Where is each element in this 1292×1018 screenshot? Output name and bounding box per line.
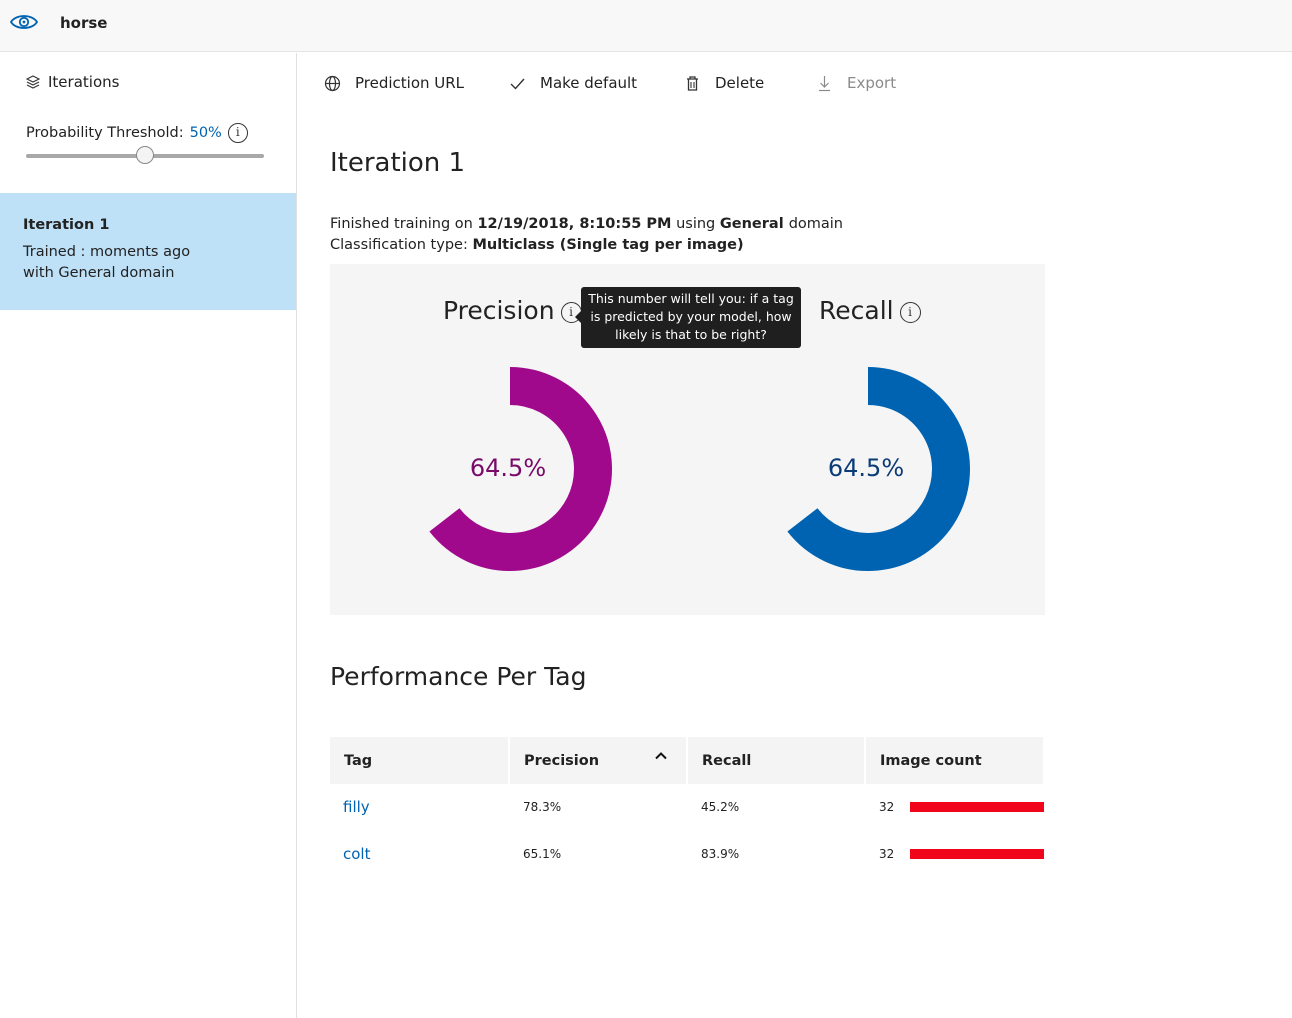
make-default-label: Make default	[540, 74, 638, 92]
globe-icon	[324, 75, 341, 91]
page-title: Iteration 1	[330, 148, 466, 178]
classification-type: Multiclass (Single tag per image)	[472, 237, 744, 253]
column-recall[interactable]: Recall	[688, 737, 864, 784]
layers-icon	[26, 75, 40, 89]
eye-icon[interactable]	[10, 11, 38, 33]
iteration-trained: Trained : moments ago	[23, 244, 191, 260]
table-row: colt 65.1% 83.9% 32	[330, 831, 1045, 878]
image-count-bar	[910, 849, 1044, 859]
donut-arc	[787, 367, 970, 571]
recall-info-icon[interactable]: i	[899, 302, 921, 323]
precision-label: Precision	[443, 296, 555, 325]
column-tag[interactable]: Tag	[330, 737, 508, 784]
training-date: 12/19/2018, 8:10:55 PM	[477, 216, 672, 232]
using-text: using	[676, 216, 716, 232]
make-default-button[interactable]: Make default	[509, 74, 637, 92]
iteration-item[interactable]: Iteration 1 Trained : moments ago with G…	[0, 193, 296, 310]
threshold-label: Probability Threshold:	[26, 125, 184, 141]
iteration-domain: with General domain	[23, 265, 175, 281]
row-recall: 83.9%	[701, 847, 740, 861]
metrics-panel: Precision i Recall i 64.5% 64.5%	[330, 264, 1045, 615]
classification-line: Classification type: Multiclass (Single …	[330, 235, 843, 256]
training-meta: Finished training on 12/19/2018, 8:10:55…	[330, 214, 843, 256]
top-bar: horse	[0, 0, 1292, 52]
classification-prefix: Classification type:	[330, 237, 468, 253]
prediction-url-button[interactable]: Prediction URL	[324, 74, 464, 92]
recall-value: 64.5%	[827, 454, 905, 482]
iterations-header[interactable]: Iterations	[26, 73, 119, 91]
recall-title: Recall i	[819, 296, 921, 325]
recall-label: Recall	[819, 296, 894, 325]
threshold-value: 50%	[189, 125, 222, 141]
recall-donut-chart	[787, 367, 970, 571]
row-precision: 65.1%	[523, 847, 562, 861]
image-count-bar	[910, 802, 1044, 812]
row-recall: 45.2%	[701, 800, 740, 814]
info-icon[interactable]: i	[227, 123, 248, 143]
domain-suffix: domain	[788, 216, 843, 232]
row-image-count: 32	[879, 847, 895, 861]
row-precision: 78.3%	[523, 800, 562, 814]
donut-arc	[429, 367, 612, 571]
tag-link[interactable]: colt	[343, 845, 371, 863]
training-domain: General	[719, 216, 784, 232]
prediction-url-label: Prediction URL	[355, 74, 465, 92]
row-image-count: 32	[879, 800, 895, 814]
sort-ascending-icon[interactable]	[654, 749, 668, 763]
delete-label: Delete	[715, 74, 765, 92]
finished-prefix: Finished training on	[330, 216, 473, 232]
column-precision[interactable]: Precision	[510, 737, 686, 784]
precision-value: 64.5%	[469, 454, 547, 482]
sidebar: Iterations Probability Threshold: 50% i …	[0, 53, 297, 1018]
precision-tooltip: This number will tell you: if a tag is p…	[575, 287, 801, 348]
precision-donut-chart	[429, 367, 612, 571]
iteration-name: Iteration 1	[23, 217, 110, 233]
performance-table: Tag Precision Recall Image count filly 7…	[330, 737, 1045, 878]
column-image-count[interactable]: Image count	[866, 737, 1043, 784]
trash-icon	[687, 75, 698, 91]
performance-title: Performance Per Tag	[330, 662, 587, 691]
iterations-title: Iterations	[48, 73, 120, 91]
project-name: horse	[60, 14, 108, 32]
export-label: Export	[847, 74, 897, 92]
checkmark-icon	[510, 78, 525, 90]
precision-title: Precision i	[443, 296, 582, 325]
table-row: filly 78.3% 45.2% 32	[330, 784, 1045, 831]
threshold-slider[interactable]	[26, 146, 264, 164]
slider-thumb[interactable]	[136, 146, 154, 164]
export-button[interactable]: Export	[816, 74, 896, 92]
probability-threshold: Probability Threshold: 50% i	[26, 123, 248, 143]
tag-link[interactable]: filly	[343, 798, 370, 816]
table-header: Tag Precision Recall Image count	[330, 737, 1045, 784]
download-icon	[819, 75, 830, 91]
delete-button[interactable]: Delete	[684, 74, 764, 92]
training-line: Finished training on 12/19/2018, 8:10:55…	[330, 214, 843, 235]
column-precision-label: Precision	[524, 753, 600, 769]
